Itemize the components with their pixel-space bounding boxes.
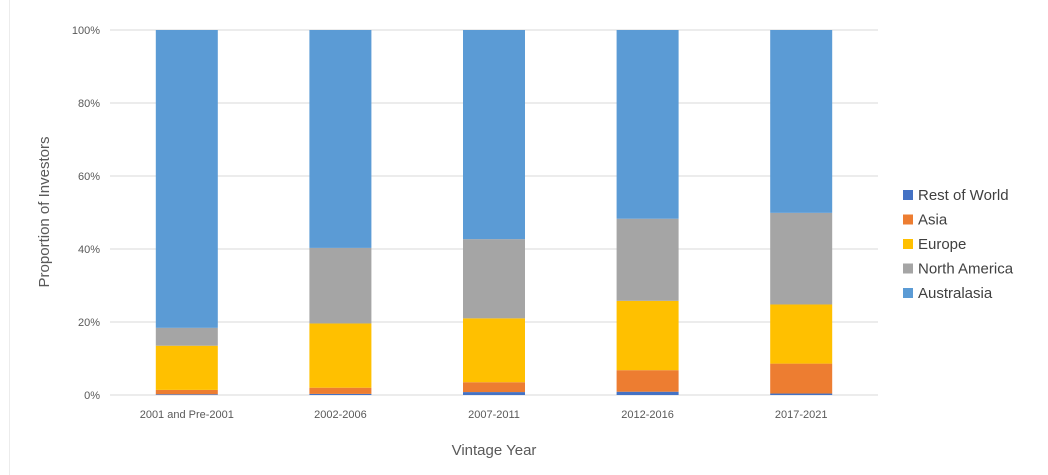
bar-segment [770,30,833,213]
bar-segment [463,239,525,319]
legend-swatch [903,263,913,274]
bar-segment [155,394,218,395]
y-tick-label: 80% [78,98,100,110]
bar-segment [463,382,525,393]
bar-segment [309,30,372,248]
legend-label: North America [918,261,1014,278]
legend: Rest of World Asia Europe North America Aust… [903,187,1014,302]
y-tick-label: 20% [78,317,100,329]
bar-segment [770,304,833,364]
legend-swatch [903,190,913,200]
x-tick-label: 2017-2021 [775,409,828,421]
bars [155,30,833,395]
bar-segment [616,300,679,371]
bar-segment [309,393,372,395]
bar-segment [770,363,833,394]
x-axis-ticks: 2001 and Pre-2001 2002-2006 2007-2011 2012-… [140,409,828,421]
bar-segment [463,30,525,240]
legend-label: Rest of World [918,187,1009,204]
x-tick-label: 2007-2011 [468,409,520,421]
bar-segment [616,370,679,392]
bar-segment [463,392,525,395]
legend-swatch [903,239,913,249]
legend-swatch [903,288,913,298]
y-tick-label: 60% [78,171,100,183]
legend-label: Europe [918,236,966,253]
bar-segment [309,323,372,388]
bar-segment [616,218,679,301]
legend-swatch [903,214,913,225]
legend-label: Australasia [918,285,993,302]
panel-edge [9,0,10,475]
y-tick-label: 40% [78,244,100,256]
bar-segment [463,318,525,383]
bar-segment [309,247,372,324]
y-tick-label: 0% [84,390,100,402]
x-tick-label: 2002-2006 [314,409,367,421]
bar-segment [616,391,679,395]
gridlines [110,29,878,396]
bar-segment [770,393,833,395]
x-tick-label: 2001 and Pre-2001 [140,409,234,421]
bar-segment [155,345,218,390]
y-axis-ticks: 0% 20% 40% 60% 80% 100% [72,25,100,402]
bar-segment [155,389,218,395]
bar-segment [770,212,833,305]
y-tick-label: 100% [72,25,100,37]
bar-segment [309,387,372,394]
bar-segment [616,30,679,219]
x-tick-label: 2012-2016 [621,409,674,421]
x-axis-title: Vintage Year [452,442,537,459]
y-axis-title: Proportion of Investors [36,137,53,288]
bar-segment [155,327,218,346]
legend-label: Asia [918,212,948,229]
bar-segment [155,30,218,328]
